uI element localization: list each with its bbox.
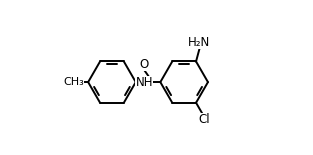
Text: O: O [139,58,148,71]
Text: CH₃: CH₃ [63,77,84,87]
Text: NH: NH [136,76,153,89]
Text: Cl: Cl [198,113,209,126]
Text: H₂N: H₂N [188,36,210,49]
